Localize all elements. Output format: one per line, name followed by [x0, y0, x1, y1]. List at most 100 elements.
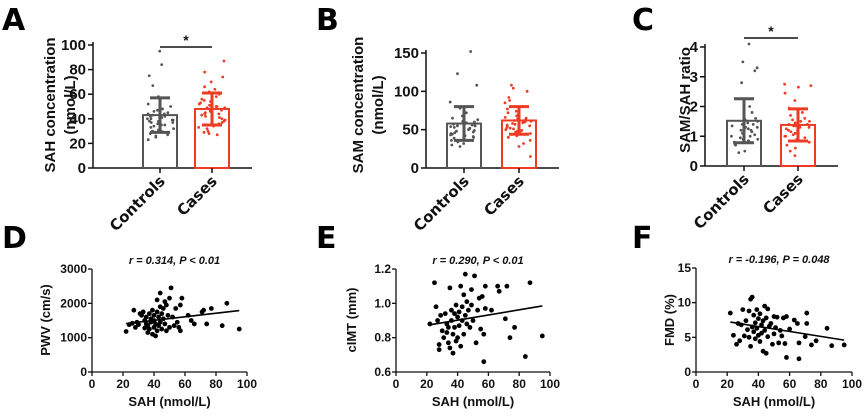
- data-point: [802, 334, 808, 340]
- data-point: [751, 329, 757, 335]
- data-point: [452, 122, 455, 126]
- data-point: [528, 124, 532, 128]
- data-point: [740, 81, 744, 85]
- data-point: [763, 315, 769, 321]
- data-point: [750, 130, 754, 134]
- data-point: [442, 311, 448, 317]
- x-tick-label: 20: [721, 377, 735, 391]
- data-point: [151, 84, 155, 87]
- data-point: [173, 306, 179, 311]
- data-point: [159, 326, 165, 332]
- data-point: [762, 328, 768, 333]
- data-point: [824, 325, 830, 331]
- data-point: [214, 105, 218, 108]
- data-point: [436, 342, 442, 347]
- data-point: [738, 136, 742, 140]
- data-point: [796, 340, 802, 346]
- data-point: [146, 311, 152, 317]
- data-point: [224, 300, 230, 306]
- data-point: [143, 314, 149, 320]
- data-point: [449, 307, 454, 313]
- data-point: [793, 154, 797, 157]
- data-point: [765, 334, 771, 340]
- data-point: [763, 350, 769, 356]
- data-point: [469, 287, 474, 292]
- data-point: [453, 302, 459, 308]
- data-point: [169, 105, 173, 108]
- data-point: [462, 142, 466, 145]
- data-point: [151, 312, 157, 318]
- data-point: [470, 318, 476, 323]
- data-point: [462, 312, 468, 318]
- data-point: [470, 123, 474, 127]
- category-label-controls: Controls: [690, 170, 753, 233]
- data-point: [215, 133, 219, 137]
- data-point: [754, 307, 760, 312]
- y-tick-label: 0: [78, 160, 86, 177]
- y-tick-label: 3000: [60, 262, 87, 276]
- data-point: [807, 125, 811, 129]
- data-point: [149, 117, 153, 121]
- data-point: [159, 311, 165, 317]
- data-point: [521, 121, 525, 125]
- x-tick-label: 80: [209, 377, 223, 391]
- y-tick-label: 1000: [60, 331, 87, 345]
- data-point: [203, 112, 207, 116]
- data-point: [507, 96, 511, 99]
- x-tick-label: 0: [89, 377, 96, 391]
- data-point: [539, 333, 545, 339]
- data-point: [506, 111, 510, 115]
- data-point: [166, 133, 170, 137]
- data-point: [794, 124, 798, 128]
- data-point: [787, 326, 792, 332]
- data-point: [792, 124, 796, 128]
- y-tick-label: 150: [394, 45, 419, 62]
- data-point: [209, 80, 213, 84]
- data-point: [517, 145, 521, 148]
- data-point: [512, 324, 517, 330]
- data-point: [511, 122, 514, 125]
- data-point: [756, 119, 760, 123]
- data-point: [146, 138, 150, 142]
- y-tick-label: 80: [69, 62, 86, 79]
- data-point: [152, 124, 156, 128]
- data-point: [746, 127, 750, 131]
- data-point: [448, 100, 452, 104]
- data-point: [204, 321, 210, 327]
- data-point: [503, 116, 507, 119]
- y-tick-label: 3: [690, 69, 698, 86]
- data-point: [149, 114, 152, 118]
- data-point: [495, 283, 501, 289]
- data-point: [511, 86, 515, 90]
- data-point: [789, 114, 792, 117]
- data-point: [748, 105, 752, 108]
- y-tick-label: 50: [402, 122, 419, 139]
- data-point: [450, 143, 454, 147]
- data-point: [813, 338, 819, 344]
- data-point: [791, 118, 794, 122]
- data-point: [450, 350, 456, 356]
- data-point: [748, 343, 753, 349]
- data-point: [752, 336, 758, 342]
- data-point: [795, 321, 800, 326]
- correlation-annotation: r = -0.196, P = 0.048: [728, 254, 830, 266]
- data-point: [514, 130, 517, 134]
- data-point: [146, 326, 152, 332]
- data-point: [753, 133, 757, 137]
- data-point: [751, 122, 755, 126]
- data-point: [754, 117, 758, 120]
- data-point: [200, 113, 204, 117]
- data-point: [475, 307, 481, 313]
- data-point: [776, 340, 782, 346]
- data-point: [741, 333, 747, 339]
- data-point: [206, 129, 210, 133]
- data-point: [793, 146, 797, 150]
- data-point: [759, 330, 764, 336]
- category-label-cases: Cases: [480, 172, 528, 220]
- data-point: [481, 331, 487, 337]
- data-point: [222, 59, 226, 63]
- data-point: [841, 342, 847, 348]
- data-point: [768, 321, 774, 326]
- data-point: [793, 99, 797, 102]
- category-label-controls: Controls: [106, 172, 169, 235]
